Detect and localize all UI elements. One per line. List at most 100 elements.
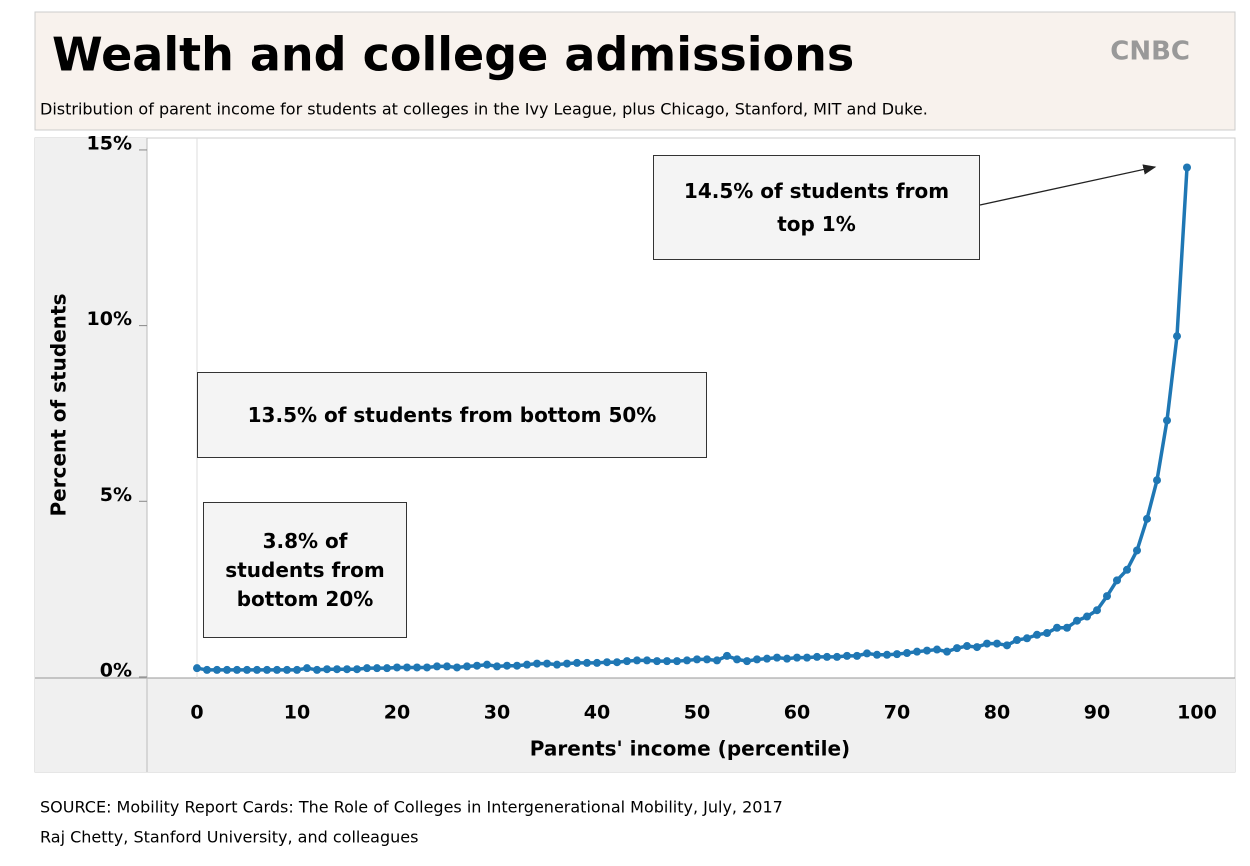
point xyxy=(363,664,371,673)
point xyxy=(553,660,561,669)
point xyxy=(923,646,931,655)
point xyxy=(263,665,271,674)
point xyxy=(483,660,491,669)
x-tick-label: 50 xyxy=(684,702,710,724)
point xyxy=(353,665,361,674)
point xyxy=(523,660,531,669)
point xyxy=(773,653,781,662)
point xyxy=(833,652,841,661)
x-tick-label: 80 xyxy=(984,702,1010,724)
annotation: 13.5% of students from bottom 50% xyxy=(197,372,707,458)
point xyxy=(943,647,951,656)
header xyxy=(34,11,1236,131)
point xyxy=(1113,576,1121,585)
point xyxy=(753,655,761,664)
point xyxy=(703,655,711,664)
arrow xyxy=(979,164,1157,206)
x-tick-label: 100 xyxy=(1177,702,1217,724)
point xyxy=(1003,641,1011,650)
point xyxy=(1173,332,1181,341)
point xyxy=(423,663,431,672)
point xyxy=(1153,476,1161,485)
point xyxy=(823,652,831,661)
y-axis-label: Percent of students xyxy=(47,294,71,517)
point xyxy=(653,657,661,666)
point xyxy=(793,653,801,662)
point xyxy=(1023,634,1031,643)
point xyxy=(643,656,651,665)
x-tick-label: 40 xyxy=(584,702,610,724)
x-tick-label: 60 xyxy=(784,702,810,724)
point xyxy=(233,665,241,674)
subtitle: Distribution of parent income for studen… xyxy=(40,100,928,119)
point xyxy=(783,654,791,663)
point xyxy=(573,658,581,667)
point xyxy=(223,665,231,674)
point xyxy=(893,650,901,659)
point xyxy=(683,656,691,665)
point xyxy=(913,647,921,656)
point xyxy=(1103,592,1111,601)
point xyxy=(1123,565,1131,574)
point xyxy=(853,651,861,660)
point xyxy=(413,663,421,672)
point xyxy=(633,656,641,665)
point xyxy=(293,665,301,674)
point xyxy=(303,664,311,673)
point xyxy=(203,665,211,674)
source: SOURCE: Mobility Report Cards: The Role … xyxy=(40,798,783,817)
point xyxy=(933,645,941,654)
point xyxy=(443,662,451,671)
point xyxy=(873,650,881,659)
point xyxy=(1133,546,1141,555)
point xyxy=(1183,163,1191,172)
point xyxy=(373,664,381,673)
x-tick-label: 90 xyxy=(1084,702,1110,724)
point xyxy=(393,663,401,672)
point xyxy=(973,643,981,652)
point xyxy=(963,642,971,651)
annotation: 14.5% of students from top 1% xyxy=(653,155,980,260)
point xyxy=(983,639,991,648)
point xyxy=(403,663,411,672)
point xyxy=(623,657,631,666)
point xyxy=(863,649,871,658)
point xyxy=(1013,636,1021,645)
y-axis-panel xyxy=(35,138,147,772)
point xyxy=(473,661,481,670)
x-axis-label: Parents' income (percentile) xyxy=(530,737,850,761)
x-tick-label: 70 xyxy=(884,702,910,724)
point xyxy=(1163,416,1171,425)
point xyxy=(663,657,671,666)
point xyxy=(323,665,331,674)
x-axis-panel xyxy=(35,678,1235,772)
point xyxy=(693,655,701,664)
point xyxy=(673,657,681,666)
point xyxy=(343,665,351,674)
x-tick-label: 20 xyxy=(384,702,410,724)
point xyxy=(273,665,281,674)
point xyxy=(283,665,291,674)
point xyxy=(433,662,441,671)
point xyxy=(533,659,541,668)
line xyxy=(196,167,1189,672)
point xyxy=(593,658,601,667)
point xyxy=(613,658,621,667)
point xyxy=(723,651,731,660)
point xyxy=(993,639,1001,648)
point xyxy=(843,651,851,660)
point xyxy=(1033,630,1041,639)
y-tick-label: 5% xyxy=(100,484,132,506)
point xyxy=(583,658,591,667)
annotation: 3.8% of students from bottom 20% xyxy=(203,502,407,638)
point xyxy=(1063,623,1071,632)
point xyxy=(1043,629,1051,638)
point xyxy=(803,653,811,662)
point xyxy=(193,664,201,673)
point xyxy=(213,665,221,674)
point xyxy=(253,665,261,674)
point xyxy=(603,658,611,667)
source: Raj Chetty, Stanford University, and col… xyxy=(40,828,418,847)
y-tick-label: 10% xyxy=(87,308,132,330)
